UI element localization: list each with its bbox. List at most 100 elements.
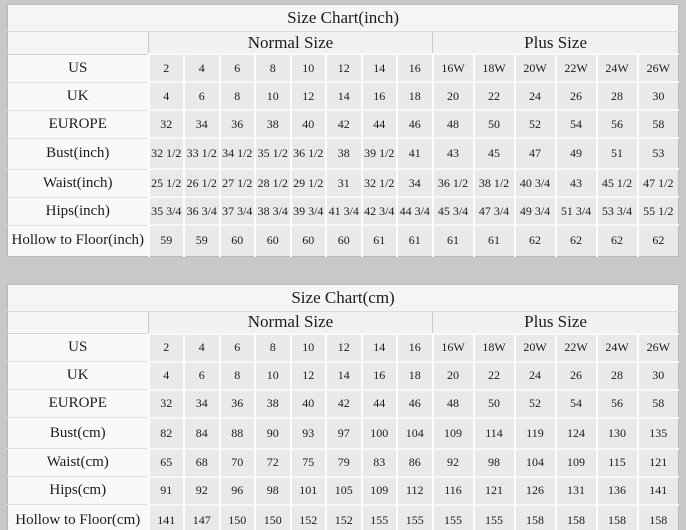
table-row: US 2 4 6 8 10 12 14 16 16W 18W 20W 22W 24W 26W	[7, 53, 679, 82]
table-row: EUROPE 32 34 36 38 40 42 44 46 48 50 52 54 56 58	[7, 388, 679, 418]
size-cell: 53 3/4	[595, 196, 638, 225]
size-cell: 45	[472, 137, 515, 169]
size-cell: 31	[325, 168, 362, 197]
size-cell: 62	[636, 224, 679, 256]
size-cell: 51	[595, 137, 638, 169]
size-cell: 10	[254, 360, 291, 390]
size-cell: 56	[595, 388, 638, 418]
size-cell: 61	[472, 224, 515, 256]
size-cell: 6	[183, 360, 220, 390]
size-cell: 16	[396, 332, 433, 362]
table-row: Bust(inch) 32 1/2 33 1/2 34 1/2 35 1/2 36 1/2…	[7, 137, 679, 169]
size-cell: 12	[325, 53, 362, 82]
size-cell: 14	[325, 360, 362, 390]
size-cell: 50	[472, 388, 515, 418]
size-cell: 40	[289, 388, 326, 418]
size-cell: 155	[360, 503, 397, 530]
size-cell: 105	[325, 475, 362, 505]
size-cell: 147	[183, 503, 220, 530]
size-cell: 158	[595, 503, 638, 530]
table-row: Hips(inch) 35 3/4 36 3/4 37 3/4 38 3/4 39 3/4…	[7, 196, 679, 225]
size-cell: 92	[183, 475, 220, 505]
group-header-plus-size: Plus Size	[431, 311, 679, 334]
size-cell: 43	[431, 137, 474, 169]
size-cell: 104	[513, 447, 556, 477]
size-cell: 22	[472, 81, 515, 110]
table-row: Waist(cm) 65 68 70 72 75 79 83 86 92 98 104 109 115 12…	[7, 447, 679, 477]
size-cell: 32 1/2	[147, 137, 184, 169]
size-cell: 12	[289, 81, 326, 110]
size-cell: 41 3/4	[325, 196, 362, 225]
size-cell: 10	[289, 53, 326, 82]
corner-cell	[7, 311, 149, 334]
size-cell: 16W	[431, 332, 474, 362]
size-cell: 83	[360, 447, 397, 477]
group-header-plus-size: Plus Size	[431, 31, 679, 55]
size-cell: 35 3/4	[147, 196, 184, 225]
size-cell: 54	[554, 388, 597, 418]
column-group-row: Normal Size Plus Size	[7, 311, 679, 334]
size-cell: 45 1/2	[595, 168, 638, 197]
size-cell: 155	[431, 503, 474, 530]
size-cell: 98	[254, 475, 291, 505]
size-cell: 10	[254, 81, 291, 110]
size-cell: 52	[513, 388, 556, 418]
size-cell: 48	[431, 388, 474, 418]
size-cell: 47	[513, 137, 556, 169]
size-cell: 91	[147, 475, 184, 505]
size-cell: 20W	[513, 53, 556, 82]
size-cell: 158	[636, 503, 679, 530]
size-cell: 41	[396, 137, 433, 169]
size-cell: 61	[396, 224, 433, 256]
size-cell: 35 1/2	[254, 137, 291, 169]
size-cell: 135	[636, 416, 679, 449]
size-cell: 116	[431, 475, 474, 505]
size-cell: 28 1/2	[254, 168, 291, 197]
size-cell: 56	[595, 109, 638, 138]
table-row: Waist(inch) 25 1/2 26 1/2 27 1/2 28 1/2 29 1/…	[7, 168, 679, 197]
size-cell: 6	[218, 53, 255, 82]
size-cell: 60	[325, 224, 362, 256]
size-cell: 96	[218, 475, 255, 505]
size-cell: 25 1/2	[147, 168, 184, 197]
size-cell: 46	[396, 109, 433, 138]
size-cell: 40	[289, 109, 326, 138]
size-cell: 52	[513, 109, 556, 138]
size-cell: 109	[431, 416, 474, 449]
size-cell: 36 1/2	[431, 168, 474, 197]
size-cell: 141	[636, 475, 679, 505]
size-cell: 30	[636, 360, 679, 390]
size-cell: 68	[183, 447, 220, 477]
size-cell: 22	[472, 360, 515, 390]
size-cell: 152	[325, 503, 362, 530]
size-cell: 70	[218, 447, 255, 477]
size-cell: 131	[554, 475, 597, 505]
size-cell: 20W	[513, 332, 556, 362]
table-row: Hips(cm) 91 92 96 98 101 105 109 112 116 121 126 131…	[7, 475, 679, 505]
row-label: Waist(inch)	[7, 168, 149, 197]
size-cell: 4	[147, 81, 184, 110]
size-cell: 36	[218, 109, 255, 138]
size-cell: 46	[396, 388, 433, 418]
size-cell: 33 1/2	[183, 137, 220, 169]
size-cell: 36 1/2	[289, 137, 326, 169]
size-cell: 47 3/4	[472, 196, 515, 225]
size-chart-cm-table: Size Chart(cm) Normal Size Plus Size US 2…	[7, 283, 680, 530]
size-cell: 34 1/2	[218, 137, 255, 169]
size-cell: 34	[396, 168, 433, 197]
size-cell: 34	[183, 109, 220, 138]
size-cell: 60	[254, 224, 291, 256]
size-cell: 61	[431, 224, 474, 256]
size-cell: 8	[254, 332, 291, 362]
size-cell: 65	[147, 447, 184, 477]
row-label: Hips(cm)	[7, 476, 149, 505]
size-cell: 55 1/2	[636, 196, 679, 225]
table-title: Size Chart(cm)	[7, 284, 679, 312]
size-cell: 109	[360, 475, 397, 505]
corner-cell	[7, 31, 149, 55]
size-cell: 90	[254, 416, 291, 449]
size-cell: 121	[472, 475, 515, 505]
size-cell: 8	[218, 81, 255, 110]
size-cell: 114	[472, 416, 515, 449]
